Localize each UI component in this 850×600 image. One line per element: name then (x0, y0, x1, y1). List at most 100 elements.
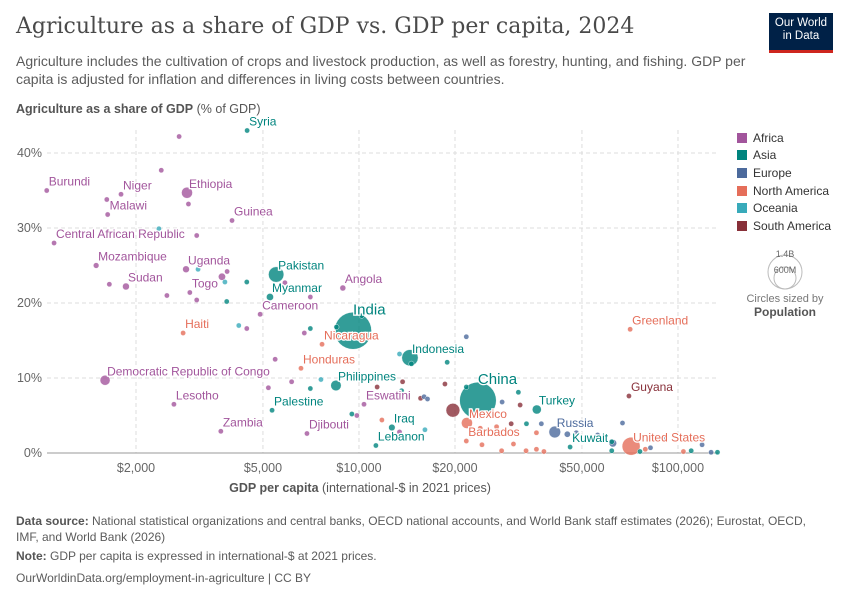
data-point[interactable] (158, 167, 165, 174)
data-point[interactable] (396, 351, 403, 357)
legend-item-asia[interactable]: Asia (737, 147, 831, 165)
data-point[interactable] (176, 133, 182, 140)
data-point[interactable] (265, 384, 272, 391)
data-point[interactable] (479, 441, 485, 448)
data-point-mozambique[interactable] (93, 262, 100, 269)
data-point-guinea[interactable] (229, 217, 235, 224)
data-point[interactable] (354, 412, 360, 419)
data-point[interactable] (396, 429, 403, 435)
data-point[interactable] (608, 438, 615, 445)
data-point-china[interactable] (459, 381, 497, 420)
data-point[interactable] (608, 447, 615, 454)
data-point[interactable] (408, 360, 415, 367)
data-point[interactable] (517, 402, 523, 408)
data-point-malawi[interactable] (104, 211, 111, 218)
data-point-angola[interactable] (339, 284, 346, 292)
legend-item-oceania[interactable]: Oceania (737, 199, 831, 217)
data-point[interactable] (307, 294, 314, 300)
data-point-haiti[interactable] (180, 330, 186, 336)
data-point[interactable] (333, 324, 340, 330)
data-point-burundi[interactable] (43, 187, 50, 194)
data-point[interactable] (243, 279, 250, 285)
data-point[interactable] (445, 403, 461, 418)
data-point[interactable] (533, 446, 540, 453)
data-point[interactable] (688, 447, 694, 454)
data-point-india[interactable] (334, 312, 372, 350)
data-point[interactable] (594, 432, 601, 438)
data-point[interactable] (164, 292, 170, 299)
data-point-palestine[interactable] (269, 407, 275, 414)
data-point-barbados[interactable] (463, 438, 470, 444)
data-point[interactable] (510, 441, 517, 447)
data-point[interactable] (463, 333, 470, 340)
data-point-united-states[interactable] (621, 437, 641, 456)
data-point[interactable] (282, 279, 288, 286)
legend-item-europe[interactable]: Europe (737, 164, 831, 182)
data-point[interactable] (619, 420, 626, 426)
data-point[interactable] (156, 225, 162, 232)
data-point[interactable] (104, 196, 110, 203)
data-point[interactable] (185, 201, 192, 207)
data-point[interactable] (660, 435, 667, 441)
data-point-turkey[interactable] (532, 404, 542, 415)
data-point[interactable] (647, 444, 654, 451)
data-point-uganda[interactable] (182, 265, 190, 273)
data-point-iraq[interactable] (388, 424, 396, 431)
source-url[interactable]: OurWorldinData.org/employment-in-agricul… (16, 571, 312, 585)
data-point-russia[interactable] (548, 425, 561, 439)
data-point[interactable] (422, 426, 428, 433)
data-point-eswatini[interactable] (361, 401, 367, 408)
legend-item-north-america[interactable]: North America (737, 182, 831, 200)
data-point[interactable] (318, 376, 324, 383)
data-point-sudan[interactable] (122, 282, 130, 291)
data-point[interactable] (379, 417, 385, 423)
data-point[interactable] (515, 389, 522, 396)
data-point[interactable] (708, 449, 714, 456)
owid-logo[interactable]: Our World in Data (769, 13, 833, 53)
data-point[interactable] (442, 381, 448, 387)
data-point-ethiopia[interactable] (181, 187, 193, 199)
data-point[interactable] (307, 385, 314, 392)
data-point[interactable] (477, 425, 484, 432)
data-point-democratic-republic-of-congo[interactable] (99, 375, 111, 386)
data-point[interactable] (680, 448, 687, 455)
data-point[interactable] (642, 446, 649, 453)
data-point[interactable] (344, 370, 351, 377)
data-point[interactable] (349, 411, 355, 417)
data-point[interactable] (541, 448, 547, 455)
data-point-cameroon[interactable] (257, 311, 263, 318)
data-point-pakistan[interactable] (268, 266, 285, 283)
data-point[interactable] (564, 430, 571, 438)
data-point[interactable] (493, 423, 500, 430)
data-point[interactable] (523, 447, 529, 454)
data-point[interactable] (235, 322, 242, 329)
data-point[interactable] (399, 378, 406, 385)
data-point[interactable] (573, 429, 580, 436)
data-point-zambia[interactable] (218, 428, 224, 435)
data-point-djibouti[interactable] (304, 430, 310, 437)
data-point[interactable] (307, 325, 314, 332)
data-point-nicaragua[interactable] (319, 341, 325, 348)
data-point[interactable] (272, 356, 278, 363)
data-point[interactable] (106, 281, 113, 288)
data-point[interactable] (533, 429, 540, 436)
data-point-togo[interactable] (187, 289, 193, 296)
data-point[interactable] (444, 359, 450, 366)
data-point[interactable] (195, 266, 201, 273)
data-point[interactable] (301, 330, 308, 336)
data-point[interactable] (224, 268, 230, 275)
data-point[interactable] (243, 325, 250, 332)
data-point[interactable] (463, 384, 470, 390)
data-point[interactable] (288, 378, 295, 385)
data-point[interactable] (637, 448, 643, 455)
data-point-syria[interactable] (244, 127, 250, 134)
data-point[interactable] (508, 420, 514, 427)
data-point-myanmar[interactable] (266, 293, 274, 301)
data-point[interactable] (498, 447, 505, 454)
data-point-philippines[interactable] (330, 380, 342, 391)
data-point[interactable] (193, 297, 200, 303)
data-point[interactable] (223, 298, 230, 305)
data-point-honduras[interactable] (298, 365, 304, 372)
data-point[interactable] (222, 279, 228, 285)
data-point[interactable] (538, 420, 545, 427)
